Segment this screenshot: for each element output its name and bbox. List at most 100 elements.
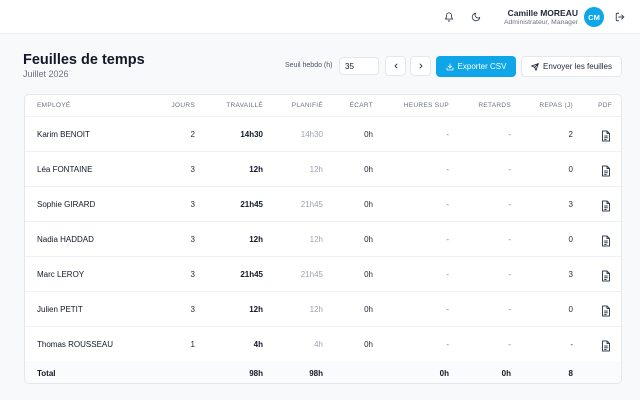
jours-cell: 2 — [190, 130, 195, 139]
seuil-label: Seuil hebdo (h) — [285, 62, 333, 69]
heures-sup-cell: - — [446, 200, 449, 209]
col-jours: JOURS — [171, 102, 195, 109]
avatar[interactable]: CM — [584, 7, 604, 27]
chevron-right-icon — [419, 63, 422, 69]
page-subtitle: Juillet 2026 — [23, 69, 69, 79]
next-month-button[interactable] — [410, 56, 431, 76]
employee-name: Julien PETIT — [37, 305, 83, 314]
planifie-cell: 4h — [314, 340, 323, 349]
heures-sup-cell: - — [446, 130, 449, 139]
download-icon — [446, 63, 453, 70]
total-label: Total — [37, 369, 56, 378]
table-row: Julien PETIT 3 12h 12h 0h - - 0 — [25, 292, 621, 327]
travaille-cell: 21h45 — [240, 270, 263, 279]
page-title: Feuilles de temps — [23, 52, 145, 68]
jours-cell: 3 — [190, 165, 195, 174]
table-row: Thomas ROUSSEAU 1 4h 4h 0h - - - — [25, 327, 621, 362]
pdf-icon[interactable] — [601, 339, 611, 352]
travaille-cell: 14h30 — [240, 130, 263, 139]
pdf-icon[interactable] — [601, 304, 611, 317]
retards-cell: - — [508, 340, 511, 349]
repas-cell: 0 — [568, 235, 573, 244]
pdf-icon[interactable] — [601, 199, 611, 212]
ecart-cell: 0h — [364, 305, 373, 314]
send-sheets-button[interactable]: Envoyer les feuilles — [521, 56, 622, 77]
ecart-cell: 0h — [364, 340, 373, 349]
pdf-icon[interactable] — [601, 129, 611, 142]
repas-cell: 0 — [568, 165, 573, 174]
heures-sup-cell: - — [446, 235, 449, 244]
previous-month-button[interactable] — [385, 56, 406, 76]
employee-name: Sophie GIRARD — [37, 200, 96, 209]
table-row: Karim BENOIT 2 14h30 14h30 0h - - 2 — [25, 117, 621, 152]
retards-cell: - — [508, 235, 511, 244]
col-travaille: TRAVAILLÉ — [226, 102, 263, 109]
heures-sup-cell: - — [446, 305, 449, 314]
heures-sup-cell: - — [446, 270, 449, 279]
heures-sup-cell: - — [446, 165, 449, 174]
bell-icon[interactable] — [440, 8, 458, 26]
col-heures-sup: HEURES SUP — [403, 102, 449, 109]
jours-cell: 3 — [190, 270, 195, 279]
travaille-cell: 12h — [249, 235, 263, 244]
col-retards: RETARDS — [478, 102, 511, 109]
col-planifie: PLANIFIÉ — [291, 102, 323, 109]
col-pdf: PDF — [598, 102, 612, 109]
retards-cell: - — [508, 200, 511, 209]
pdf-icon[interactable] — [601, 269, 611, 282]
moon-icon[interactable] — [467, 8, 485, 26]
logout-icon[interactable] — [611, 8, 629, 26]
table-header: EMPLOYÉ JOURS TRAVAILLÉ PLANIFIÉ ÉCART H… — [25, 95, 621, 117]
repas-cell: 3 — [568, 270, 573, 279]
chevron-left-icon — [394, 63, 397, 69]
total-travaille: 98h — [249, 369, 263, 378]
pdf-icon[interactable] — [601, 234, 611, 247]
table-row: Léa FONTAINE 3 12h 12h 0h - - 0 — [25, 152, 621, 187]
ecart-cell: 0h — [364, 235, 373, 244]
table-row: Marc LEROY 3 21h45 21h45 0h - - 3 — [25, 257, 621, 292]
send-sheets-label: Envoyer les feuilles — [543, 62, 612, 71]
jours-cell: 1 — [190, 340, 195, 349]
seuil-input[interactable] — [339, 57, 379, 75]
repas-cell: 0 — [568, 305, 573, 314]
jours-cell: 3 — [190, 200, 195, 209]
employee-name: Nadia HADDAD — [37, 235, 94, 244]
retards-cell: - — [508, 305, 511, 314]
retards-cell: - — [508, 270, 511, 279]
total-planifie: 98h — [309, 369, 323, 378]
planifie-cell: 12h — [309, 305, 323, 314]
jours-cell: 3 — [190, 235, 195, 244]
col-repas: REPAS (J) — [539, 102, 573, 109]
ecart-cell: 0h — [364, 200, 373, 209]
ecart-cell: 0h — [364, 130, 373, 139]
planifie-cell: 12h — [309, 235, 323, 244]
table-row: Sophie GIRARD 3 21h45 21h45 0h - - 3 — [25, 187, 621, 222]
send-icon — [531, 62, 539, 71]
ecart-cell: 0h — [364, 165, 373, 174]
user-role: Administrateur, Manager — [503, 19, 578, 26]
planifie-cell: 21h45 — [300, 270, 323, 279]
retards-cell: - — [508, 130, 511, 139]
retards-cell: - — [508, 165, 511, 174]
repas-cell: 2 — [568, 130, 573, 139]
timesheet-table: EMPLOYÉ JOURS TRAVAILLÉ PLANIFIÉ ÉCART H… — [24, 94, 622, 384]
total-repas: 8 — [568, 369, 573, 378]
planifie-cell: 21h45 — [300, 200, 323, 209]
total-retards: 0h — [501, 369, 511, 378]
repas-cell: 3 — [568, 200, 573, 209]
employee-name: Karim BENOIT — [37, 130, 90, 139]
travaille-cell: 4h — [253, 340, 263, 349]
user-name: Camille MOREAU — [507, 8, 578, 18]
pdf-icon[interactable] — [601, 164, 611, 177]
planifie-cell: 12h — [309, 165, 323, 174]
employee-name: Marc LEROY — [37, 270, 85, 279]
travaille-cell: 12h — [249, 165, 263, 174]
employee-name: Léa FONTAINE — [37, 165, 93, 174]
export-csv-button[interactable]: Exporter CSV — [436, 56, 516, 77]
export-csv-label: Exporter CSV — [457, 62, 507, 71]
top-bar: Camille MOREAU Administrateur, Manager C… — [0, 0, 640, 34]
col-employe: EMPLOYÉ — [37, 102, 71, 109]
travaille-cell: 21h45 — [240, 200, 263, 209]
planifie-cell: 14h30 — [300, 130, 323, 139]
repas-cell: - — [570, 340, 573, 349]
